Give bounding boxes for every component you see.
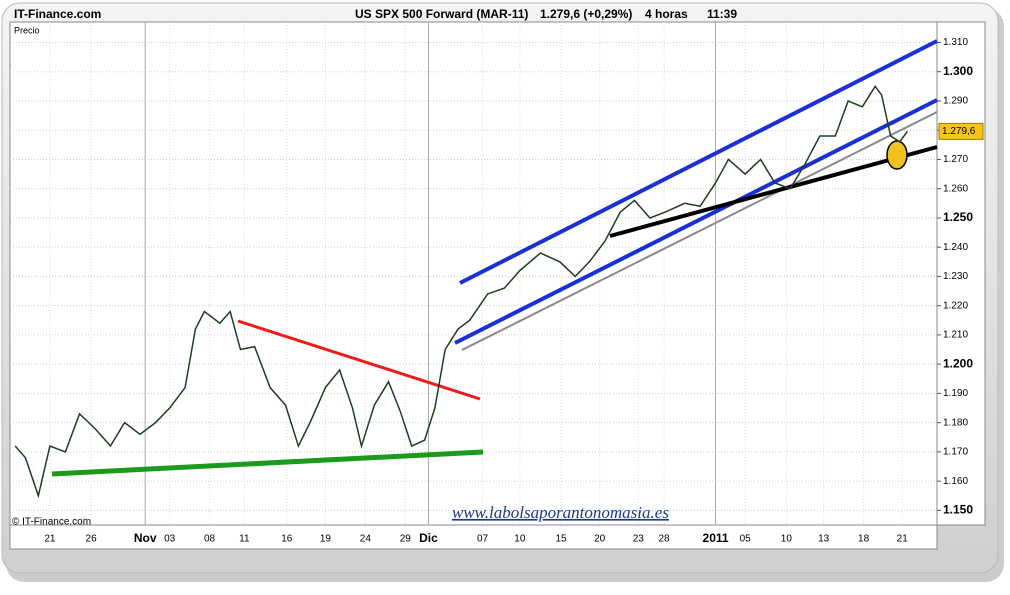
y-tick-label: 1.260 xyxy=(943,183,968,194)
x-tick-label: 07 xyxy=(477,534,489,545)
trend-lines xyxy=(51,39,938,477)
x-tick-label: 29 xyxy=(400,534,412,545)
y-tick-label: 1.270 xyxy=(943,154,968,165)
x-tick-label: 20 xyxy=(594,534,606,545)
x-tick-label: Nov xyxy=(134,531,157,545)
y-label: Precio xyxy=(14,25,40,35)
x-tick-label: 10 xyxy=(514,534,526,545)
chart-title: US SPX 500 Forward (MAR-11) xyxy=(355,7,528,21)
y-tick-label: 1.170 xyxy=(943,447,968,458)
x-tick-label: 05 xyxy=(740,534,752,545)
y-tick-label: 1.310 xyxy=(943,37,968,48)
y-tick-label: 1.300 xyxy=(943,64,973,78)
resistance-red xyxy=(237,319,481,401)
x-tick-label: 08 xyxy=(204,534,216,545)
y-tick-label: 1.150 xyxy=(943,503,973,517)
x-tick-label: 18 xyxy=(858,534,870,545)
x-axis-area xyxy=(9,524,938,550)
interval: 4 horas xyxy=(645,7,688,21)
watermark: www.labolsaporantonomasia.es xyxy=(452,503,669,522)
x-tick-label: 28 xyxy=(658,534,670,545)
x-tick-label: 2011 xyxy=(703,531,729,545)
y-tick-label: 1.210 xyxy=(943,330,968,341)
x-tick-label: 16 xyxy=(281,534,293,545)
copyright: © IT-Finance.com xyxy=(12,517,91,528)
x-tick-label: 23 xyxy=(633,534,645,545)
x-tick-label: 13 xyxy=(818,534,830,545)
x-tick-label: 19 xyxy=(320,534,332,545)
x-tick-label: 26 xyxy=(86,534,98,545)
x-tick-label: 24 xyxy=(360,534,372,545)
last-price-label: 1.279,6 xyxy=(942,126,976,137)
support-black xyxy=(609,145,938,238)
source: IT-Finance.com xyxy=(14,7,101,21)
y-tick-label: 1.240 xyxy=(943,242,968,253)
quote: 1.279,6 (+0,29%) xyxy=(540,7,632,21)
y-tick-label: 1.220 xyxy=(943,300,968,311)
channel-upper xyxy=(459,39,938,285)
highlight-circle xyxy=(886,140,908,170)
price-line xyxy=(14,85,908,499)
time: 11:39 xyxy=(707,7,737,21)
y-tick-label: 1.250 xyxy=(943,210,973,224)
x-tick-label: 03 xyxy=(164,534,176,545)
x-tick-label: 15 xyxy=(555,534,567,545)
y-tick-label: 1.160 xyxy=(943,476,968,487)
x-tick-label: Dic xyxy=(419,531,438,545)
y-tick-label: 1.200 xyxy=(943,356,973,370)
support-green xyxy=(51,449,484,477)
last-price-box xyxy=(938,122,984,140)
gray-trend xyxy=(461,111,938,351)
y-tick-label: 1.290 xyxy=(943,96,968,107)
y-tick-label: 1.180 xyxy=(943,417,968,428)
x-tick-label: 21 xyxy=(44,534,56,545)
x-tick-label: 21 xyxy=(897,534,909,545)
x-tick-label: 11 xyxy=(239,534,250,545)
channel-lower xyxy=(454,98,938,345)
y-tick-label: 1.230 xyxy=(943,271,968,282)
x-tick-label: 10 xyxy=(781,534,793,545)
y-axis-area xyxy=(936,21,986,526)
plot-area xyxy=(9,21,938,526)
y-tick-label: 1.190 xyxy=(943,388,968,399)
